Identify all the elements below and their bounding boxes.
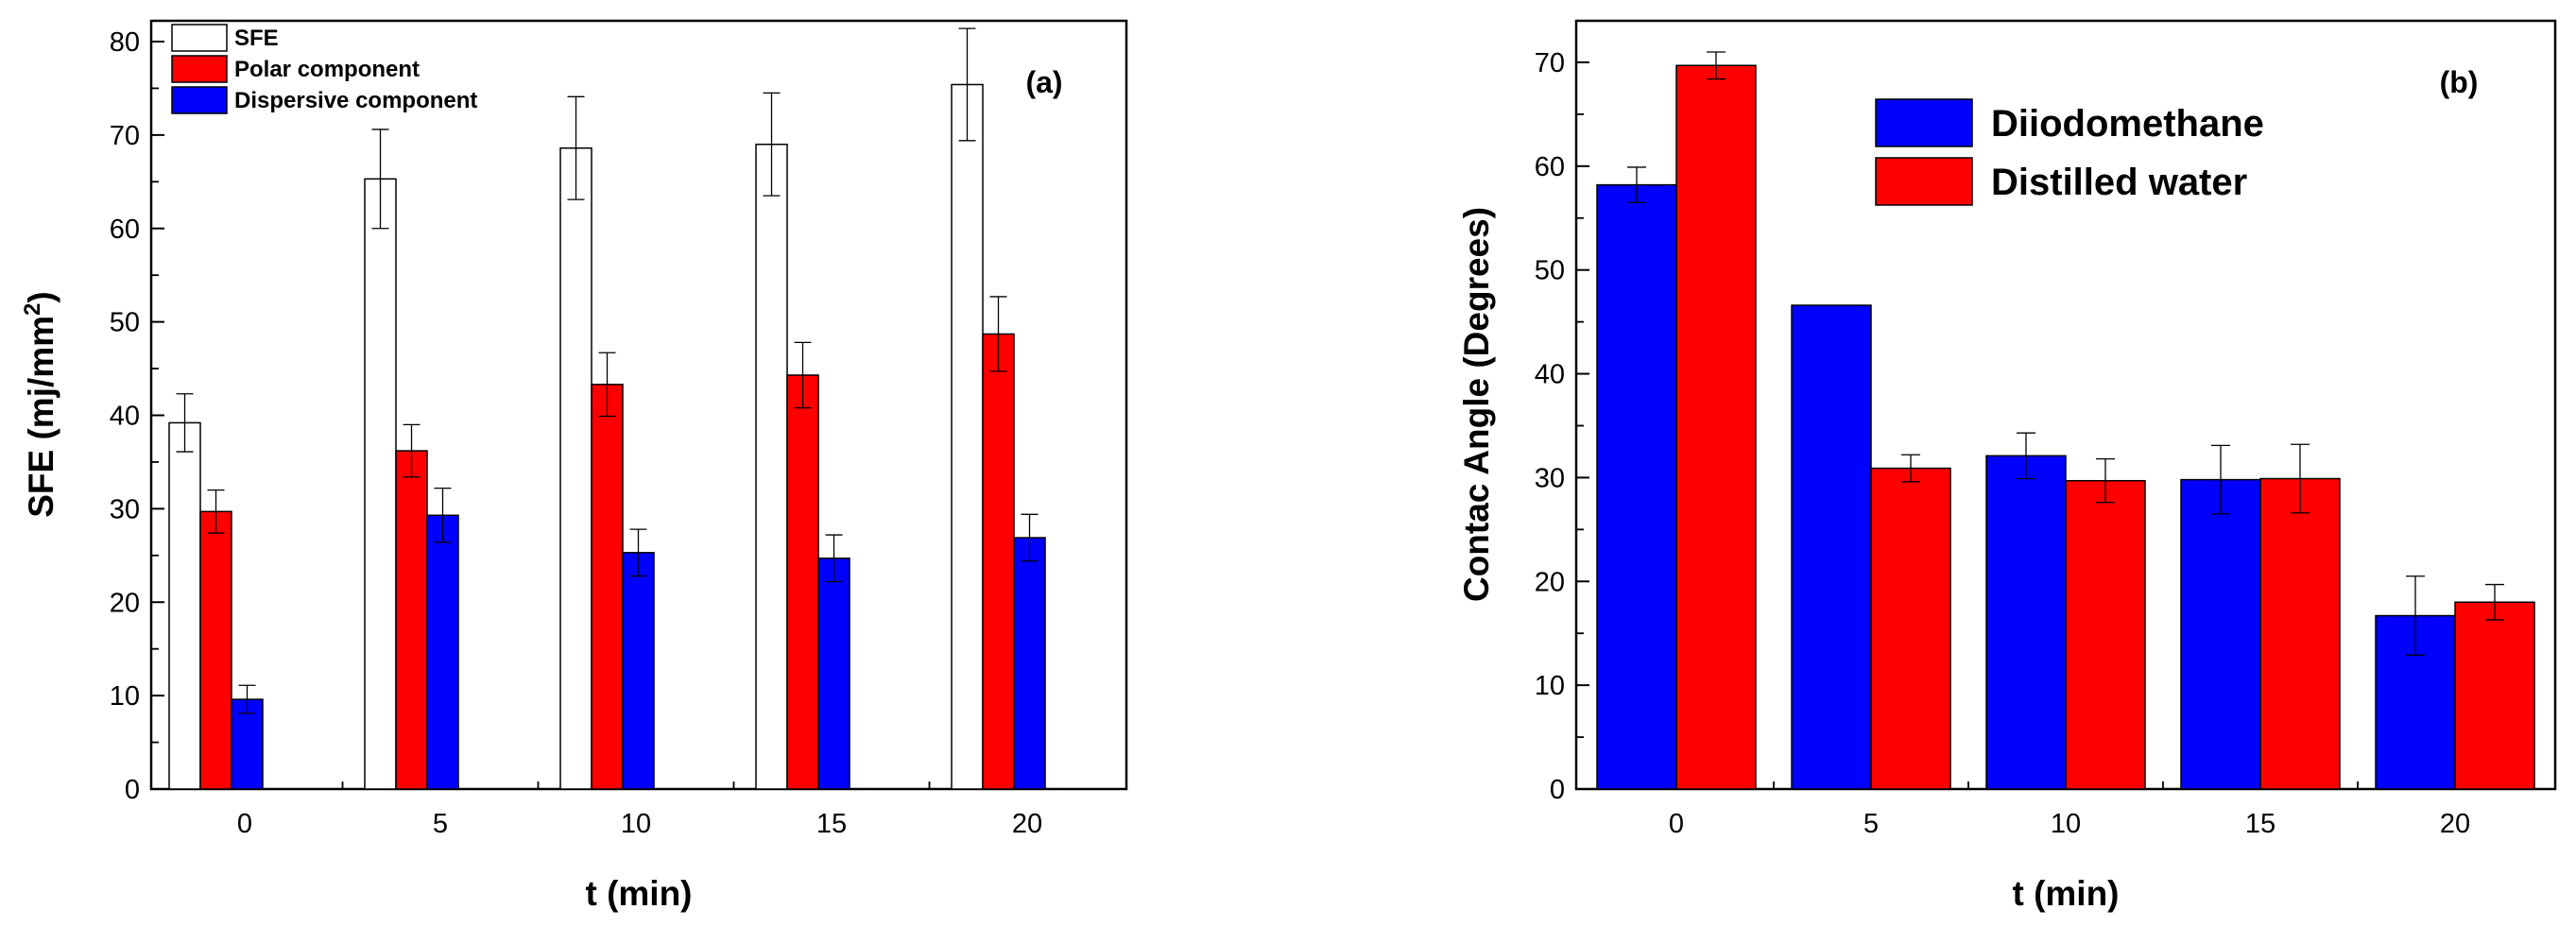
y-tick-label-a: 70 <box>110 121 140 151</box>
x-tick-label-a: 20 <box>1012 809 1042 839</box>
bar-b-diiodomethane-15 <box>2180 478 2261 790</box>
y-tick-label-a: 20 <box>110 588 140 618</box>
x-axis-label-b: t (min) <box>2012 874 2119 913</box>
bar-b-distilled-water-0 <box>1675 64 1757 790</box>
bar-b-distilled-water-10 <box>2065 479 2146 790</box>
legend-label-b-0: Diiodomethane <box>1991 103 2264 145</box>
x-tick-label-b: 20 <box>2440 809 2470 839</box>
y-axis-label-a-close: ) <box>22 291 60 302</box>
y-tick-label-b: 70 <box>1535 48 1565 78</box>
x-tick-label-b: 10 <box>2051 809 2081 839</box>
bar-a-sfe-20 <box>951 83 984 790</box>
y-tick-label-b: 30 <box>1535 463 1565 493</box>
x-tick-label-b: 5 <box>1863 809 1879 839</box>
bar-b-diiodomethane-5 <box>1791 304 1872 790</box>
y-tick-label-a: 60 <box>110 215 140 245</box>
bar-b-distilled-water-5 <box>1870 467 1951 790</box>
y-tick-label-a: 0 <box>125 775 140 805</box>
y-tick-label-a: 80 <box>110 27 140 58</box>
legend-label-a-1: Polar component <box>234 57 420 82</box>
y-tick-label-a: 40 <box>110 402 140 432</box>
bar-b-distilled-water-15 <box>2259 477 2341 790</box>
legend-swatch-a-0 <box>171 24 228 52</box>
legend-swatch-b-0 <box>1875 98 1973 147</box>
chart-a: 0 10 20 30 40 50 60 70 80 0 5 10 15 20 SFE Polar compo… <box>20 19 1128 913</box>
bar-a-sfe-10 <box>559 146 592 790</box>
x-tick-label-b: 15 <box>2245 809 2275 839</box>
y-tick-label-a: 10 <box>110 681 140 712</box>
x-tick-label-b: 0 <box>1669 809 1684 839</box>
bar-a-sfe-0 <box>168 421 201 790</box>
x-axis-label-a: t (min) <box>585 874 692 913</box>
y-axis-label-a-text: SFE (mj/mm <box>22 316 60 518</box>
legend-swatch-a-2 <box>171 86 228 114</box>
bar-a-dispersive-component-5 <box>426 514 459 790</box>
bar-a-polar-component-5 <box>395 450 428 790</box>
legend-swatch-a-1 <box>171 55 228 83</box>
y-axis-label-b: Contac Angle (Degrees) <box>1457 207 1496 602</box>
bar-a-dispersive-component-20 <box>1013 537 1046 790</box>
x-tick-label-a: 0 <box>237 809 252 839</box>
y-tick-label-b: 60 <box>1535 152 1565 182</box>
y-tick-label-b: 0 <box>1550 775 1565 805</box>
legend-label-a-2: Dispersive component <box>234 88 477 113</box>
bar-b-distilled-water-20 <box>2454 601 2535 790</box>
bar-a-polar-component-15 <box>786 374 819 790</box>
bar-a-sfe-5 <box>364 178 397 790</box>
y-tick-label-b: 20 <box>1535 567 1565 597</box>
legend-swatch-b-1 <box>1875 157 1973 206</box>
x-tick-label-a: 5 <box>433 809 448 839</box>
y-tick-label-b: 10 <box>1535 671 1565 701</box>
bar-a-polar-component-20 <box>982 333 1015 790</box>
y-axis-label-a: SFE (mj/mm2) <box>20 291 60 518</box>
legend-label-a-0: SFE <box>234 26 279 51</box>
y-tick-label-a: 50 <box>110 308 140 338</box>
bar-a-polar-component-10 <box>591 384 624 790</box>
chart-b: 0 10 20 30 40 50 60 70 0 5 10 15 20 Diiodomethane Dis… <box>1457 19 2557 913</box>
legend-b: Diiodomethane Distilled water <box>1875 98 2264 206</box>
bar-a-polar-component-0 <box>199 510 232 790</box>
legend-label-b-1: Distilled water <box>1991 162 2247 203</box>
x-tick-label-a: 10 <box>621 809 651 839</box>
bar-a-dispersive-component-10 <box>622 552 655 790</box>
panel-label-a: (a) <box>1025 65 1062 99</box>
bar-b-diiodomethane-0 <box>1596 183 1677 790</box>
x-tick-label-a: 15 <box>816 809 847 839</box>
y-axis-label-a-sup: 2 <box>20 303 45 316</box>
legend-a: SFE Polar component Dispersive component <box>171 24 477 114</box>
bar-b-diiodomethane-10 <box>1985 455 2067 790</box>
y-tick-label-a: 30 <box>110 494 140 524</box>
y-tick-label-b: 40 <box>1535 360 1565 390</box>
bar-a-sfe-15 <box>755 144 788 790</box>
panel-label-b: (b) <box>2440 65 2479 99</box>
y-tick-label-b: 50 <box>1535 256 1565 286</box>
bar-a-dispersive-component-15 <box>817 558 850 790</box>
